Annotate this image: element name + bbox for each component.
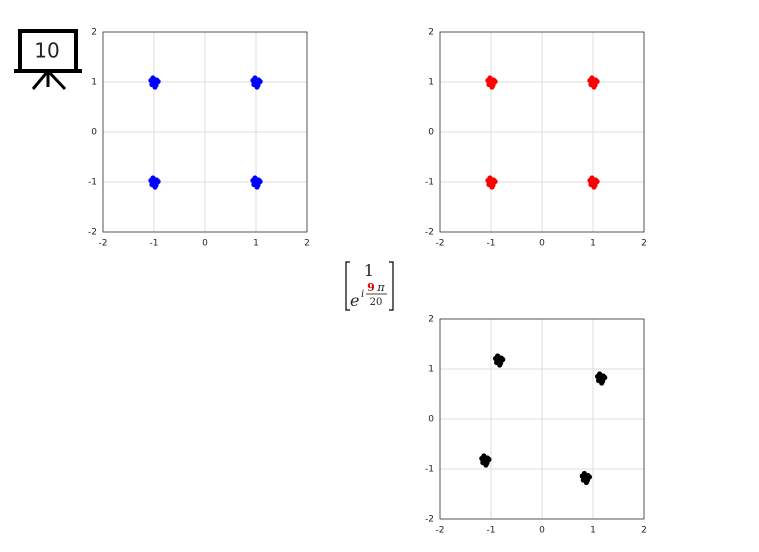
point	[252, 175, 258, 181]
x-tick-label: -1	[487, 239, 496, 249]
point	[489, 84, 495, 90]
x-tick-label: 0	[539, 239, 545, 249]
y-tick-label: 2	[428, 315, 434, 325]
x-tick-label: -2	[436, 239, 445, 249]
point	[500, 356, 506, 363]
y-tick-label: -2	[88, 228, 97, 238]
exp-i: i	[361, 289, 364, 300]
x-tick-label: -2	[99, 239, 108, 249]
point	[497, 362, 503, 368]
y-tick-label: 0	[428, 415, 434, 425]
point	[492, 78, 498, 85]
point	[492, 178, 498, 185]
formula: 1 e i 9 π 20	[345, 261, 394, 311]
point	[487, 175, 493, 181]
point	[254, 184, 260, 190]
point	[597, 371, 603, 377]
matrix-top: 1	[364, 261, 374, 280]
point	[152, 84, 158, 90]
point	[591, 84, 597, 90]
x-tick-label: 0	[539, 526, 545, 536]
point	[602, 374, 608, 381]
point	[150, 175, 156, 181]
x-tick-label: 2	[304, 239, 310, 249]
y-tick-label: -2	[425, 515, 434, 525]
x-tick-label: 0	[202, 239, 208, 249]
y-tick-label: 1	[91, 78, 97, 88]
x-tick-label: -1	[487, 526, 496, 536]
y-tick-label: 1	[428, 78, 434, 88]
y-tick-label: 0	[428, 128, 434, 138]
x-tick-label: 2	[641, 526, 647, 536]
plot-frame	[102, 31, 308, 233]
x-tick-label: 2	[641, 239, 647, 249]
plot-frame	[439, 31, 645, 233]
point	[252, 75, 258, 81]
x-tick-label: 1	[253, 239, 259, 249]
point	[487, 75, 493, 81]
y-tick-label: -2	[425, 228, 434, 238]
point	[594, 178, 600, 185]
point	[599, 380, 605, 386]
exp-numerator: 9	[367, 281, 375, 294]
point	[581, 470, 587, 477]
point	[152, 184, 158, 190]
point	[594, 78, 600, 85]
point	[586, 474, 593, 480]
point	[495, 353, 501, 359]
y-tick-label: 0	[91, 128, 97, 138]
exp-pi: π	[376, 281, 385, 294]
y-tick-label: 2	[428, 28, 434, 38]
point	[589, 175, 595, 181]
point	[155, 78, 161, 85]
slide-number: 10	[34, 39, 59, 63]
y-tick-label: -1	[425, 465, 434, 475]
x-tick-label: 1	[590, 239, 596, 249]
point	[483, 462, 489, 468]
point	[489, 184, 495, 190]
y-tick-label: 1	[428, 365, 434, 375]
x-tick-label: -2	[436, 526, 445, 536]
point	[481, 453, 487, 459]
exp-base: e	[350, 291, 359, 310]
projector-icon	[14, 29, 82, 91]
point	[589, 75, 595, 81]
point	[591, 184, 597, 190]
point	[257, 178, 263, 185]
exp-denominator: 20	[370, 297, 383, 308]
point	[257, 78, 263, 85]
plot-frame	[439, 318, 645, 520]
point	[254, 84, 260, 90]
x-tick-label: 1	[590, 526, 596, 536]
point	[486, 456, 492, 463]
y-tick-label: -1	[88, 178, 97, 188]
y-tick-label: -1	[425, 178, 434, 188]
x-tick-label: -1	[150, 239, 159, 249]
point	[150, 75, 156, 81]
point	[155, 178, 161, 185]
point	[583, 479, 589, 486]
y-tick-label: 2	[91, 28, 97, 38]
